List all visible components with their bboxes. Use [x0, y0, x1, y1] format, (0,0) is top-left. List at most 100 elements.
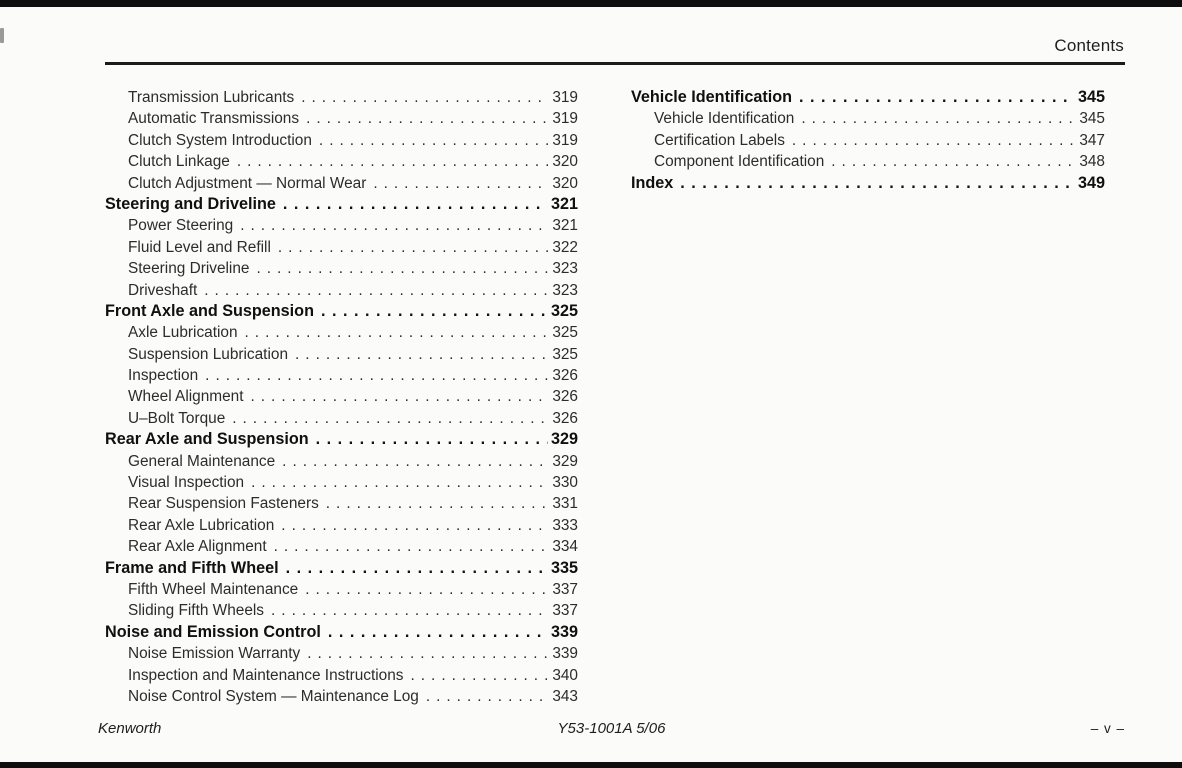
- toc-row: Vehicle Identification..................…: [631, 87, 1105, 108]
- toc-entry-label: Clutch Linkage: [128, 153, 230, 171]
- toc-page-number: 330: [552, 474, 578, 492]
- toc-page-number: 320: [552, 174, 578, 192]
- toc-page-number: 323: [552, 281, 578, 299]
- toc-entry-label: Index: [631, 173, 674, 192]
- dot-leader: ........................................…: [801, 110, 1075, 128]
- toc-page-number: 349: [1077, 173, 1105, 192]
- toc-row: Visual Inspection.......................…: [105, 472, 578, 493]
- toc-row: Driveshaft..............................…: [105, 280, 578, 301]
- toc-row: Steering and Driveline..................…: [105, 194, 578, 215]
- scan-edge-mark: [0, 28, 4, 43]
- toc-page-number: 319: [552, 89, 578, 106]
- toc-entry-label: Sliding Fifth Wheels: [128, 602, 265, 620]
- toc-page-number: 326: [552, 388, 578, 406]
- toc-page-number: 329: [552, 452, 578, 470]
- toc-row: Rear Suspension Fasteners...............…: [105, 493, 578, 514]
- toc-page-number: 348: [1079, 153, 1105, 171]
- toc-row: General Maintenance.....................…: [105, 451, 578, 472]
- dot-leader: ........................................…: [236, 153, 548, 171]
- toc-row: Inspection..............................…: [105, 365, 578, 386]
- toc-page-number: 343: [552, 687, 578, 705]
- toc-page-number: 321: [552, 217, 578, 235]
- toc-page-number: 333: [552, 516, 578, 534]
- toc-row: Transmission Lubricants.................…: [105, 87, 578, 108]
- dot-leader: ........................................…: [325, 495, 548, 513]
- toc-row: Fifth Wheel Maintenance.................…: [105, 579, 578, 600]
- toc-page-number: 345: [1079, 110, 1105, 128]
- dot-leader: ........................................…: [305, 580, 548, 598]
- toc-row: Component Identification................…: [631, 151, 1105, 172]
- toc-column-right: Vehicle Identification..................…: [631, 87, 1105, 194]
- dot-leader: ........................................…: [320, 301, 548, 320]
- toc-columns: Transmission Lubricants.................…: [105, 87, 1105, 707]
- toc-entry-label: Driveshaft: [128, 281, 198, 299]
- dot-leader: ........................................…: [799, 88, 1075, 106]
- page-footer: Kenworth Y53-1001A 5/06 – v –: [98, 720, 1125, 737]
- dot-leader: ........................................…: [271, 602, 548, 620]
- toc-page-number: 322: [552, 238, 578, 256]
- toc-row: Axle Lubrication........................…: [105, 322, 578, 343]
- toc-row: U–Bolt Torque...........................…: [105, 408, 578, 429]
- toc-row: Clutch Adjustment — Normal Wear.........…: [105, 173, 578, 194]
- dot-leader: ........................................…: [410, 666, 549, 684]
- toc-entry-label: Inspection and Maintenance Instructions: [128, 666, 404, 684]
- toc-row: Index...................................…: [631, 173, 1105, 194]
- toc-row: Certification Labels....................…: [631, 130, 1105, 151]
- scan-edge-bottom: [0, 762, 1182, 768]
- toc-entry-label: Transmission Lubricants: [128, 89, 295, 106]
- toc-entry-label: Noise and Emission Control: [105, 622, 321, 641]
- footer-brand: Kenworth: [98, 720, 162, 737]
- toc-page-number: 329: [550, 430, 578, 449]
- toc-entry-label: Steering and Driveline: [105, 194, 276, 213]
- toc-page-number: 320: [552, 153, 578, 171]
- dot-leader: ........................................…: [318, 131, 548, 149]
- toc-row: Inspection and Maintenance Instructions.…: [105, 665, 578, 686]
- toc-entry-label: Power Steering: [128, 217, 234, 235]
- toc-entry-label: Axle Lubrication: [128, 324, 238, 342]
- toc-page-number: 323: [552, 260, 578, 278]
- toc-page-number: 326: [552, 367, 578, 385]
- toc-row: Clutch System Introduction..............…: [105, 130, 578, 151]
- dot-leader: ........................................…: [315, 430, 548, 449]
- toc-row: Rear Axle Alignment.....................…: [105, 536, 578, 557]
- toc-entry-label: Component Identification: [654, 153, 825, 171]
- dot-leader: ........................................…: [256, 260, 548, 278]
- toc-page-number: 335: [550, 558, 578, 577]
- dot-leader: ........................................…: [232, 409, 548, 427]
- toc-page-number: 347: [1079, 131, 1105, 149]
- dot-leader: ........................................…: [285, 558, 548, 577]
- toc-entry-label: Vehicle Identification: [654, 110, 795, 128]
- toc-entry-label: Inspection: [128, 367, 199, 385]
- toc-entry-label: Noise Control System — Maintenance Log: [128, 687, 419, 705]
- toc-entry-label: Automatic Transmissions: [128, 110, 300, 128]
- toc-row: Fluid Level and Refill..................…: [105, 237, 578, 258]
- dot-leader: ........................................…: [250, 388, 549, 406]
- toc-page-number: 325: [552, 345, 578, 363]
- toc-row: Noise and Emission Control..............…: [105, 622, 578, 643]
- toc-page-number: 340: [552, 666, 578, 684]
- dot-leader: ........................................…: [277, 238, 548, 256]
- toc-entry-label: Fluid Level and Refill: [128, 238, 271, 256]
- toc-entry-label: Suspension Lubrication: [128, 345, 289, 363]
- toc-page-number: 345: [1077, 88, 1105, 106]
- toc-page-number: 337: [552, 602, 578, 620]
- dot-leader: ........................................…: [273, 538, 548, 556]
- dot-leader: ........................................…: [307, 645, 548, 663]
- dot-leader: ........................................…: [373, 174, 548, 192]
- toc-page-number: 319: [552, 131, 578, 149]
- toc-row: Wheel Alignment.........................…: [105, 386, 578, 407]
- toc-entry-label: General Maintenance: [128, 452, 276, 470]
- dot-leader: ........................................…: [791, 131, 1075, 149]
- header-rule: [105, 62, 1125, 65]
- toc-row: Front Axle and Suspension...............…: [105, 301, 578, 322]
- toc-page-number: 325: [552, 324, 578, 342]
- toc-entry-label: Certification Labels: [654, 131, 785, 149]
- toc-page-number: 339: [552, 645, 578, 663]
- toc-page-number: 326: [552, 409, 578, 427]
- dot-leader: ........................................…: [282, 452, 548, 470]
- dot-leader: ........................................…: [240, 217, 548, 235]
- toc-entry-label: Front Axle and Suspension: [105, 301, 314, 320]
- dot-leader: ........................................…: [831, 153, 1075, 171]
- dot-leader: ........................................…: [425, 687, 548, 705]
- dot-leader: ........................................…: [327, 622, 548, 641]
